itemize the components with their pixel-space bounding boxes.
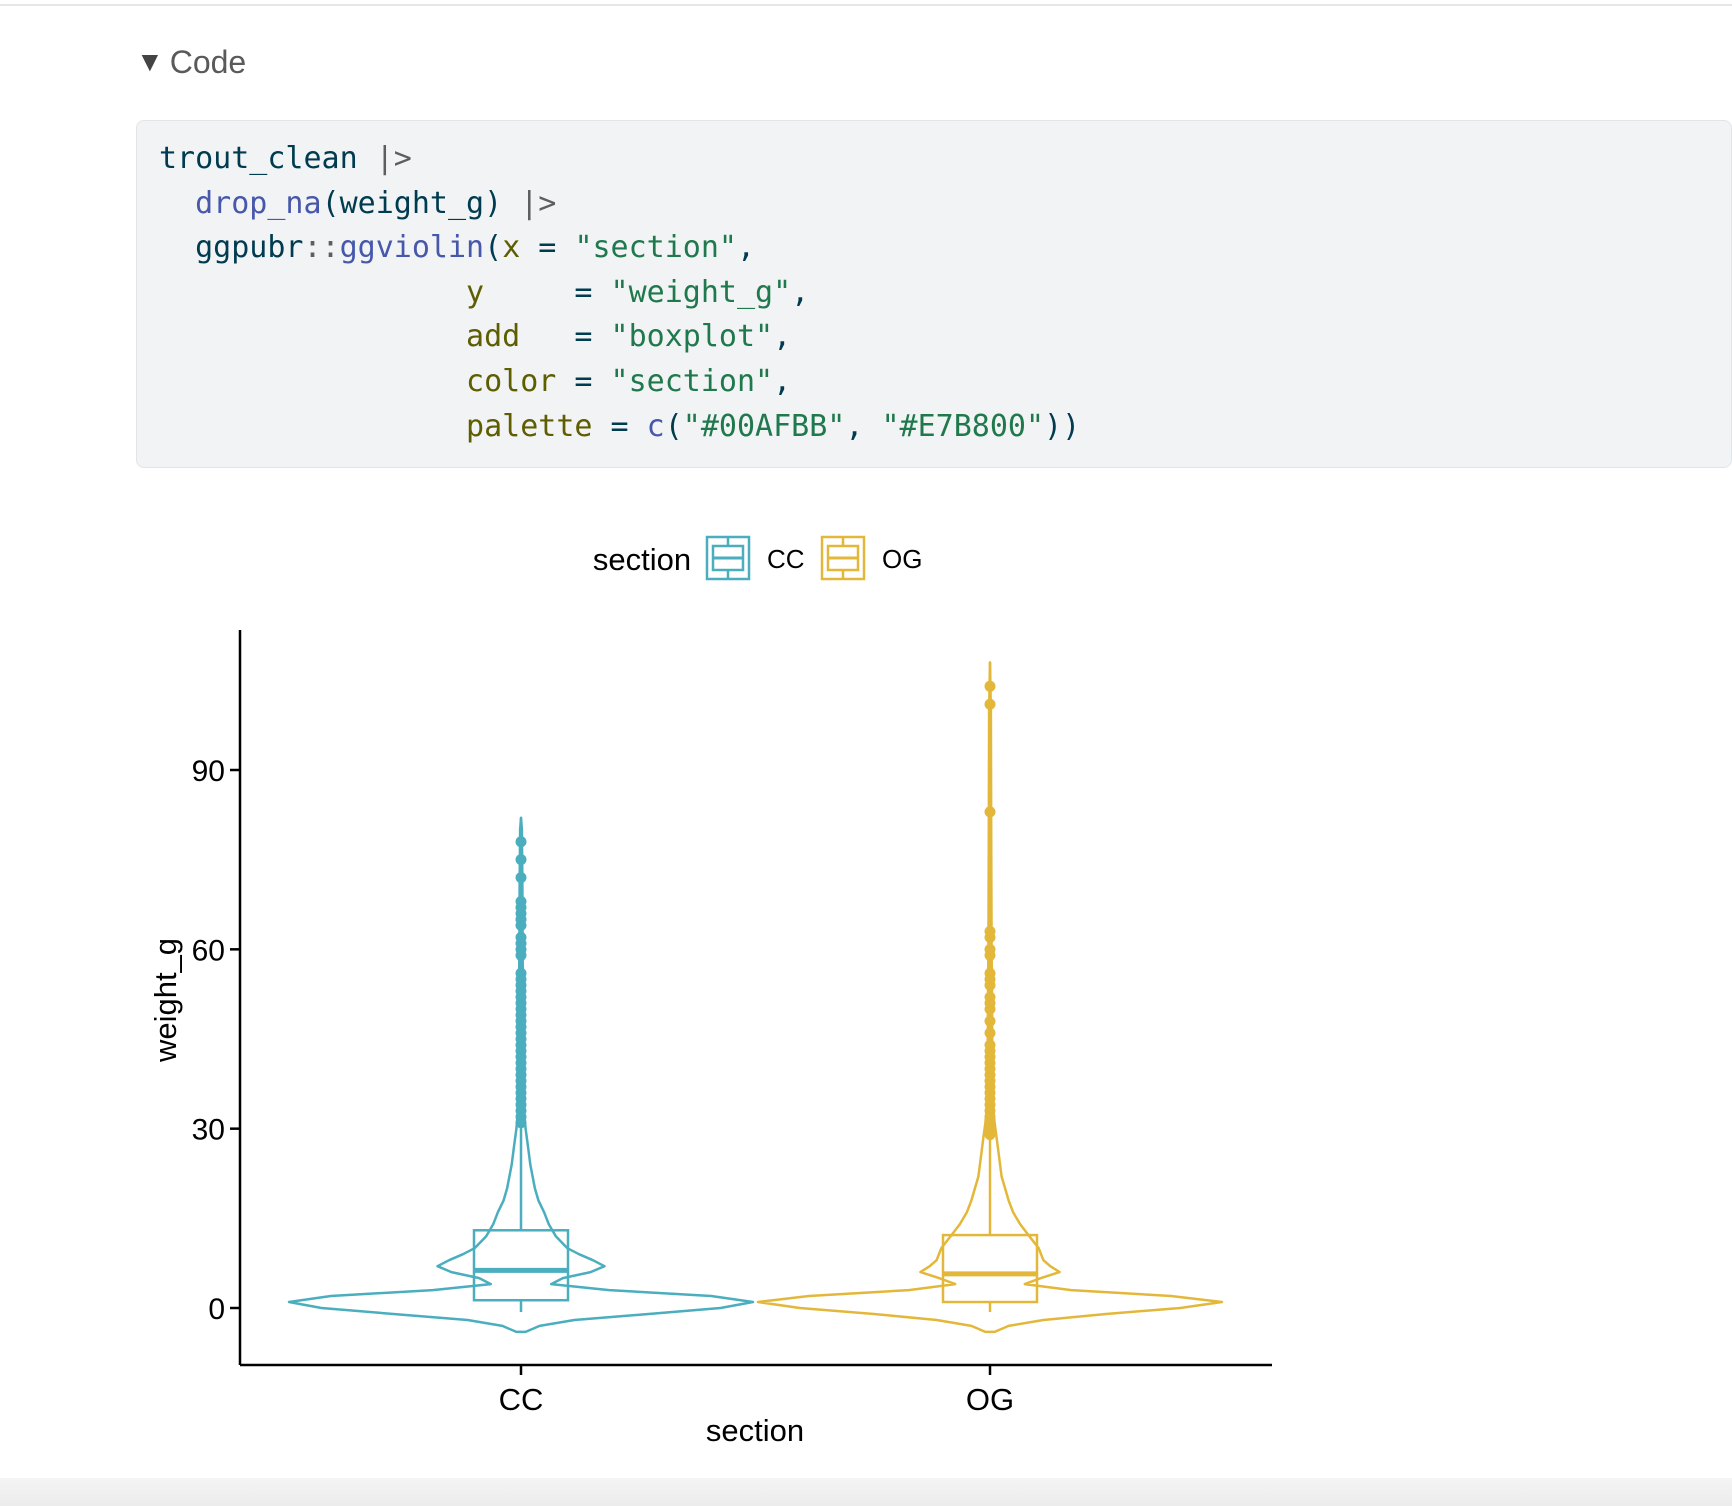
code-token: palette — [466, 408, 593, 444]
outlier-point — [515, 836, 527, 848]
violin-cc — [287, 816, 755, 1334]
code-token: , — [845, 408, 882, 444]
y-tick-label: 0 — [208, 1293, 225, 1326]
code-token: "#00AFBB" — [682, 408, 846, 444]
code-line: y = "weight_g", — [159, 271, 809, 315]
code-line: drop_na(weight_g) |> — [159, 182, 556, 226]
code-token: c — [646, 408, 665, 444]
code-token: ggviolin — [339, 230, 485, 266]
code-token: "boxplot" — [610, 319, 774, 355]
code-line: trout_clean |> — [159, 137, 412, 181]
code-token: y — [466, 274, 485, 310]
code-token: ( — [484, 230, 503, 266]
y-axis-title: weight_g — [148, 938, 183, 1063]
outlier-point — [984, 991, 996, 1003]
code-token: |> — [375, 141, 412, 176]
code-token: drop_na — [195, 185, 322, 221]
code-token: = — [592, 408, 647, 444]
box-cc — [472, 1229, 570, 1302]
legend-key-og — [820, 535, 866, 581]
code-line: ggpubr::ggviolin(x = "section", — [159, 226, 755, 270]
code-token: , — [773, 364, 792, 399]
outlier-point — [984, 1015, 996, 1027]
legend-key-cc — [705, 535, 751, 581]
outlier-point — [515, 854, 527, 866]
code-toggle[interactable]: ▼ Code — [136, 40, 246, 84]
code-token: "#E7B800" — [881, 408, 1045, 444]
triangle-down-icon: ▼ — [136, 46, 164, 77]
outlier-point — [515, 896, 527, 908]
outlier-point — [984, 1039, 996, 1051]
code-token: , — [737, 230, 756, 266]
code-token: trout_clean — [159, 141, 376, 176]
outlier-point — [515, 931, 527, 943]
code-token: (weight_g) — [321, 185, 521, 221]
x-tick-label: CC — [499, 1382, 544, 1417]
code-toggle-label: Code — [169, 43, 247, 80]
code-token: , — [773, 319, 792, 355]
outlier-point — [984, 967, 996, 979]
page-footer-bar — [0, 1478, 1732, 1506]
code-token: "section" — [574, 230, 737, 266]
code-token: :: — [303, 230, 340, 266]
code-line: palette = c("#00AFBB", "#E7B800")) — [159, 405, 1080, 449]
outlier-point — [984, 698, 996, 710]
outlier-point — [984, 1027, 996, 1039]
code-token: |> — [520, 185, 557, 221]
code-line: add = "boxplot", — [159, 315, 791, 359]
y-tick-label: 30 — [192, 1114, 225, 1147]
x-tick-label: OG — [966, 1382, 1014, 1417]
code-token: color — [466, 364, 557, 399]
code-token: add — [466, 319, 521, 355]
legend-title: section — [593, 542, 691, 577]
outlier-point — [515, 872, 527, 884]
outlier-point — [984, 680, 996, 692]
outlier-point — [984, 806, 996, 818]
code-token: = — [520, 230, 575, 266]
legend-label-og: OG — [882, 544, 922, 574]
code-token: = — [556, 364, 611, 399]
code-line: color = "section", — [159, 360, 791, 404]
code-token: )) — [1044, 408, 1081, 444]
code-token: "weight_g" — [610, 274, 792, 310]
top-divider — [0, 4, 1732, 6]
code-token: ggpubr — [159, 230, 304, 266]
box-og — [941, 1233, 1039, 1304]
y-tick-label: 60 — [192, 934, 225, 967]
code-token: = — [484, 274, 611, 310]
code-token: "section" — [610, 364, 774, 399]
x-axis-title: section — [706, 1413, 804, 1448]
outlier-point — [984, 943, 996, 955]
code-token: x — [502, 230, 521, 266]
code-block: trout_clean |> drop_na(weight_g) |> ggpu… — [136, 120, 1732, 468]
y-tick-label: 90 — [192, 755, 225, 788]
legend-label-cc: CC — [767, 544, 805, 574]
code-token: , — [791, 274, 810, 310]
code-token: ( — [664, 408, 683, 444]
outlier-point — [515, 967, 527, 979]
outlier-point — [984, 925, 996, 937]
code-token: = — [520, 319, 611, 355]
